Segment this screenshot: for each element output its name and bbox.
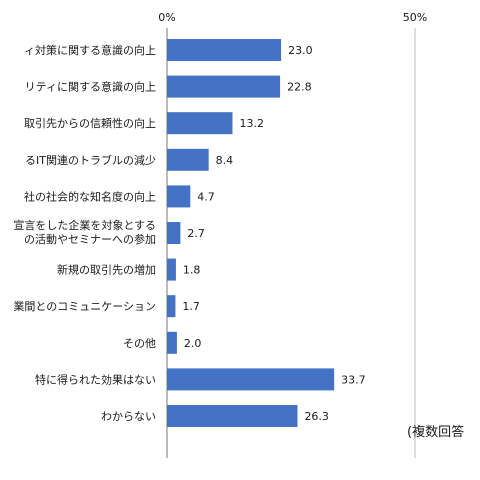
category-label: その他 (123, 337, 156, 350)
category-label: ィ対策に関する意識の向上 (24, 43, 156, 57)
bar (167, 258, 176, 281)
data-label: 2.7 (187, 227, 205, 240)
category-label: 業間とのコミュニケーション (13, 300, 156, 313)
bar (167, 148, 209, 171)
bar (167, 185, 191, 208)
category-label: 宣言をした企業を対象とする (13, 218, 156, 232)
data-label: 23.0 (288, 44, 313, 57)
data-label: 4.7 (197, 190, 215, 203)
bar (167, 331, 177, 354)
bar (167, 295, 176, 318)
data-label: 22.8 (287, 81, 312, 94)
data-label: 33.7 (341, 373, 366, 386)
category-label: リティに関する意識の向上 (25, 80, 156, 94)
data-label: 26.3 (304, 410, 329, 423)
data-label: 1.7 (182, 300, 200, 313)
data-label: 2.0 (184, 337, 202, 350)
multiple-answer-note: (複数回答 (407, 425, 465, 440)
bar (167, 39, 282, 61)
data-label: 1.8 (183, 264, 201, 277)
bar (167, 405, 298, 427)
category-label: の活動やセミナーへの参加 (24, 232, 156, 246)
bar (167, 222, 181, 244)
data-label: 8.4 (216, 154, 234, 167)
category-label: 新規の取引先の増加 (57, 263, 156, 277)
x-tick-label: 0% (158, 11, 175, 24)
category-label: るIT関連のトラブルの減少 (25, 153, 156, 167)
bar (167, 368, 335, 391)
data-label: 13.2 (239, 117, 263, 130)
bar (167, 75, 281, 98)
category-label: 社の社会的な知名度の向上 (24, 189, 156, 203)
category-label: 特に得られた効果はない (35, 372, 156, 386)
x-tick-label: 50% (403, 11, 427, 24)
bar (167, 112, 233, 135)
category-label: わからない (101, 410, 156, 423)
category-label: 取引先からの信頼性の向上 (24, 116, 156, 130)
